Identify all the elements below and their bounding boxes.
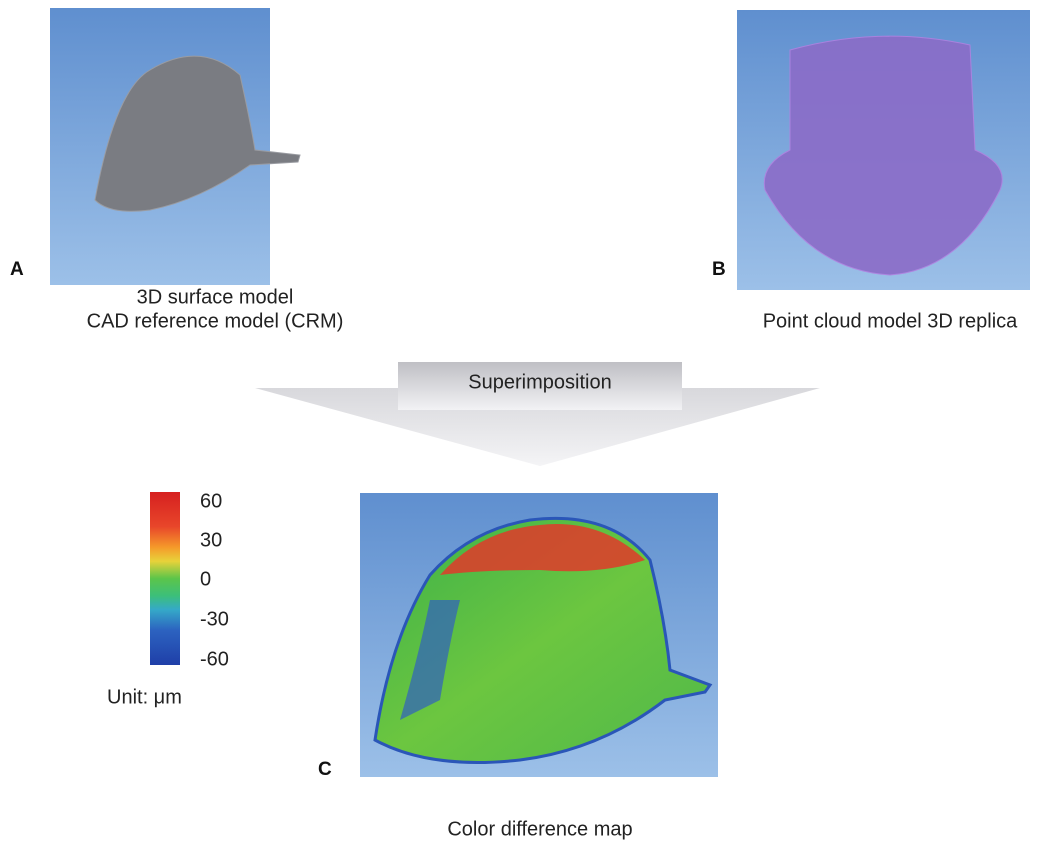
surface-model (94, 55, 301, 212)
colorbar (150, 492, 180, 665)
arrow-box (398, 362, 682, 410)
panel-label: B (712, 259, 726, 280)
point-cloud-model (763, 35, 1003, 276)
caption: Point cloud model 3D replica (763, 310, 1018, 332)
arrow-label: Superimposition (468, 371, 611, 393)
colorbar-tick-label: -60 (200, 648, 229, 670)
unit-label: Unit: μm (107, 686, 182, 708)
colorbar-tick-label: -30 (200, 608, 229, 630)
caption: Color difference map (447, 818, 632, 840)
colorbar-tick-label: 60 (200, 490, 222, 512)
panel-label: A (10, 259, 24, 280)
caption: 3D surface model (137, 286, 294, 308)
deviation-region (400, 600, 460, 720)
colorbar-tick-label: 30 (200, 529, 222, 551)
deviation-region (440, 524, 645, 575)
colorbar-tick-label: 0 (200, 568, 211, 590)
color-map-model (373, 516, 713, 764)
panel-label: C (318, 759, 332, 780)
caption: CAD reference model (CRM) (87, 310, 344, 332)
